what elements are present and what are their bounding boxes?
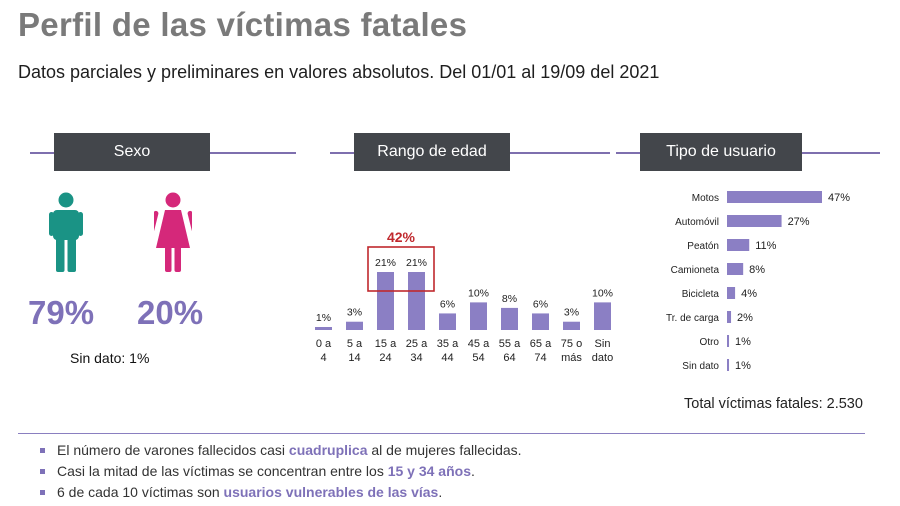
- user-type-value: 8%: [749, 264, 765, 276]
- age-tick-label: dato: [592, 352, 613, 364]
- bullet-highlight: usuarios vulnerables de las vías: [223, 484, 439, 500]
- age-bar: [532, 313, 549, 330]
- age-tick-label: 34: [410, 352, 422, 364]
- age-tick-label: 25 a: [406, 338, 428, 350]
- user-type-label: Motos: [692, 193, 719, 204]
- age-tick-label: 15 a: [375, 338, 397, 350]
- age-bar: [470, 302, 487, 330]
- bullet-highlight: cuadruplica: [288, 442, 368, 458]
- age-bar-label: 6%: [533, 298, 548, 310]
- user-type-value: 1%: [735, 336, 751, 348]
- section-header-age: Rango de edad: [354, 133, 510, 171]
- user-type-bar: [727, 359, 730, 371]
- age-chart: 1% 0 a 4 3% 5 a 14 21% 15 a 24 21% 25 a 34 6% 35 a 44 1…: [315, 229, 613, 364]
- bullet-text: Casi la mitad de las víctimas se concent…: [57, 463, 388, 479]
- age-tick-label: más: [561, 352, 582, 364]
- age-bar-label: 1%: [316, 312, 331, 324]
- bullet-text: El número de varones fallecidos casi: [57, 442, 289, 458]
- age-bar-label: 3%: [564, 307, 579, 319]
- user-type-label: Sin dato: [682, 361, 719, 372]
- user-type-label: Camioneta: [671, 265, 720, 276]
- bullet-text: al de mujeres fallecidas.: [367, 442, 522, 458]
- age-tick-label: 65 a: [530, 338, 552, 350]
- user-type-label: Bicicleta: [682, 289, 720, 300]
- age-bar-label: 10%: [468, 287, 489, 299]
- bullet-highlight: 15 y 34 años: [387, 463, 471, 479]
- age-tick-label: 45 a: [468, 338, 490, 350]
- user-type-value: 47%: [828, 192, 850, 204]
- user-type-label: Automóvil: [675, 217, 719, 228]
- female-percentage: 20%: [137, 294, 204, 331]
- user-type-bar: [727, 311, 732, 323]
- sex-no-data: Sin dato: 1%: [70, 350, 150, 366]
- user-type-value: 4%: [741, 288, 757, 300]
- age-bar: [346, 321, 363, 330]
- user-type-value: 2%: [737, 312, 753, 324]
- user-type-bar: [727, 287, 736, 299]
- user-type-label: Otro: [700, 337, 720, 348]
- age-tick-label: 75 o: [561, 338, 582, 350]
- bullet-text: .: [470, 463, 475, 479]
- age-bar: [563, 321, 580, 330]
- user-type-bar: [727, 263, 744, 275]
- bullet-item: Casi la mitad de las víctimas se concent…: [40, 463, 475, 479]
- age-tick-label: 55 a: [499, 338, 521, 350]
- bullet-marker: [40, 447, 45, 453]
- user-type-bar: [727, 215, 782, 227]
- male-percentage: 79%: [28, 294, 95, 331]
- user-type-value: 11%: [755, 240, 776, 252]
- age-tick-label: 64: [503, 352, 515, 364]
- bullet-item: 6 de cada 10 víctimas son usuarios vulne…: [40, 484, 442, 500]
- page-title: Perfil de las víctimas fatales: [18, 6, 468, 43]
- user-type-bar: [727, 335, 730, 347]
- user-type-value: 27%: [788, 216, 810, 228]
- age-tick-label: 35 a: [437, 338, 459, 350]
- age-bar: [439, 313, 456, 330]
- age-tick-label: 74: [534, 352, 546, 364]
- age-tick-label: 14: [348, 352, 360, 364]
- age-tick-label: 24: [379, 352, 391, 364]
- age-tick-label: 5 a: [347, 338, 363, 350]
- age-bar: [594, 302, 611, 330]
- age-highlight-box: [367, 246, 435, 292]
- user-type-bar: [727, 191, 822, 203]
- age-tick-label: Sin: [595, 338, 611, 350]
- bullet-marker: [40, 489, 45, 495]
- age-tick-label: 44: [441, 352, 453, 364]
- age-bar-label: 10%: [592, 287, 613, 299]
- age-tick-label: 0 a: [316, 338, 332, 350]
- bullet-text: 6 de cada 10 víctimas son: [57, 484, 224, 500]
- age-tick-label: 4: [320, 352, 326, 364]
- age-tick-label: 54: [472, 352, 484, 364]
- user-type-bar: [727, 239, 750, 251]
- age-bar-label: 21%: [406, 257, 427, 269]
- user-type-label: Peatón: [687, 241, 719, 252]
- female-icon: [154, 192, 192, 272]
- bullet-marker: [40, 468, 45, 474]
- age-bar-label: 6%: [440, 298, 455, 310]
- age-bar: [408, 272, 425, 330]
- bullet-item: El número de varones fallecidos casi cua…: [40, 442, 522, 458]
- section-header-user: Tipo de usuario: [640, 133, 802, 171]
- section-header-sex: Sexo: [54, 133, 210, 171]
- age-highlight-label: 42%: [387, 229, 416, 245]
- age-bar: [501, 307, 518, 330]
- age-bar: [377, 272, 394, 330]
- age-bar-label: 21%: [375, 257, 396, 269]
- age-bar-label: 8%: [502, 293, 517, 305]
- page-subtitle: Datos parciales y preliminares en valore…: [18, 62, 660, 82]
- user-type-label: Tr. de carga: [666, 313, 719, 324]
- user-type-chart: Motos 47% Automóvil 27% Peatón 11% Camioneta 8%…: [666, 191, 850, 372]
- user-type-value: 1%: [735, 360, 751, 372]
- total-victims: Total víctimas fatales: 2.530: [684, 396, 863, 412]
- male-icon: [49, 192, 83, 272]
- bullet-text: .: [438, 484, 443, 500]
- age-bar: [315, 327, 332, 330]
- divider: [18, 433, 865, 434]
- age-bar-label: 3%: [347, 307, 362, 319]
